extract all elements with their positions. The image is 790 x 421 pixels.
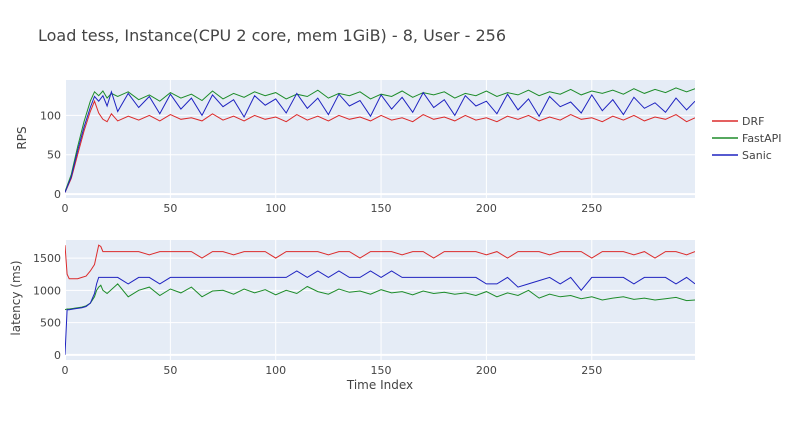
x-tick-label: 0 [62, 364, 69, 377]
x-tick-label: 200 [476, 364, 497, 377]
series-line-sanic-latency [65, 270, 695, 355]
x-tick-label: 150 [371, 364, 392, 377]
x-tick-label: 200 [476, 202, 497, 215]
y-tick-label: 0 [54, 188, 61, 201]
legend: DRF FastAPI Sanic [712, 115, 782, 162]
x-axis-title: Time Index [346, 378, 413, 392]
x-tick-label: 250 [581, 364, 602, 377]
y-tick-label: 100 [40, 109, 61, 122]
subplot-rps: 0 50 100 150 200 250 0 50 100 [40, 80, 695, 215]
legend-label-fastapi: FastAPI [742, 132, 782, 145]
subplot-latency: 0 50 100 150 200 250 0 500 1000 1500 [33, 240, 695, 377]
y-tick-label: 1500 [33, 252, 61, 265]
x-tick-label: 50 [163, 364, 177, 377]
x-tick-label: 100 [265, 364, 286, 377]
y-tick-label: 50 [47, 149, 61, 162]
legend-label-sanic: Sanic [742, 149, 772, 162]
x-tick-label: 250 [581, 202, 602, 215]
x-tick-label: 100 [265, 202, 286, 215]
series-line-fastapi-latency [65, 283, 695, 311]
y-axis-title-rps: RPS [15, 126, 29, 149]
chart-title: Load tess, Instance(CPU 2 core, mem 1GiB… [38, 26, 506, 45]
y-tick-label: 500 [40, 317, 61, 330]
x-tick-label: 0 [62, 202, 69, 215]
x-tick-label: 150 [371, 202, 392, 215]
series-line-drf-rps [65, 99, 695, 193]
series-line-sanic-rps [65, 90, 695, 193]
x-tick-label: 50 [163, 202, 177, 215]
y-tick-label: 0 [54, 349, 61, 362]
y-axis-title-latency: latency (ms) [9, 260, 23, 335]
legend-label-drf: DRF [742, 115, 764, 128]
series-line-fastapi-rps [65, 87, 695, 192]
series-line-drf-latency [65, 244, 695, 280]
y-tick-label: 1000 [33, 284, 61, 297]
